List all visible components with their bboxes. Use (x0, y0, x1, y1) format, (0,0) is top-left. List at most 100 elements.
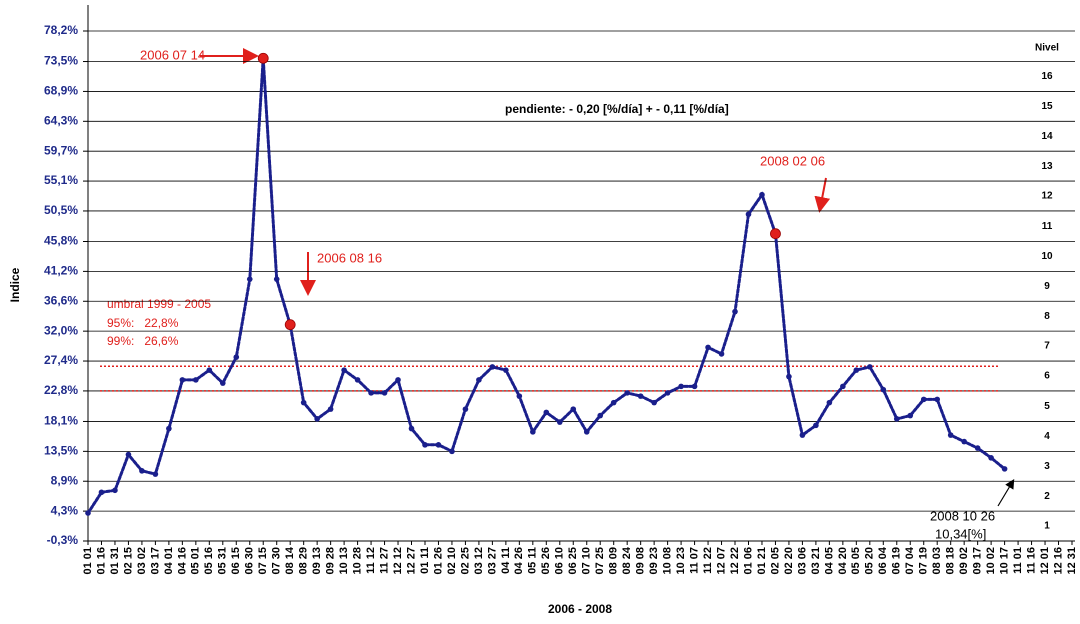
data-point (85, 510, 91, 516)
data-point (920, 396, 927, 403)
data-point (556, 419, 563, 425)
x-tick-label: 11 16 (1025, 547, 1037, 574)
arrow (814, 177, 831, 213)
reference-label: 95%: 22,8% (107, 316, 179, 330)
data-point (327, 406, 334, 412)
data-point (759, 191, 765, 198)
x-tick-label: 11 01 (1012, 547, 1024, 574)
x-tick-label: 07 15 (257, 547, 269, 575)
data-point (462, 406, 469, 412)
data-point (664, 390, 671, 396)
x-tick-label: 03 17 (149, 547, 161, 575)
level-label: 14 (1041, 131, 1053, 142)
x-tick-label: 05 26 (540, 547, 552, 575)
level-label: 2 (1044, 491, 1050, 502)
x-tick-label: 07 25 (594, 547, 606, 575)
x-tick-label: 01 01 (82, 547, 94, 575)
x-axis-title: 2006 - 2008 (548, 602, 612, 616)
data-point (543, 409, 550, 416)
x-tick-label: 05 16 (203, 547, 215, 575)
level-label: 12 (1041, 191, 1053, 202)
x-tick-label: 06 04 (877, 546, 889, 574)
arrow (997, 478, 1015, 507)
x-tick-label: 11 27 (378, 547, 390, 574)
x-tick-label: 07 04 (904, 546, 916, 574)
x-tick-label: 02 25 (459, 547, 471, 575)
y-tick-label: -0,3% (47, 533, 79, 547)
level-label: 13 (1041, 161, 1053, 172)
level-label: 10 (1041, 251, 1053, 262)
reference-label: 99%: 26,6% (107, 334, 179, 348)
y-axis-title: Indice (8, 267, 22, 302)
x-tick-label: 09 28 (325, 547, 337, 575)
data-point (246, 276, 253, 282)
y-tick-label: 8,9% (51, 473, 79, 487)
data-point (314, 416, 320, 422)
data-point (408, 425, 415, 432)
data-point (597, 412, 604, 419)
data-point (219, 380, 226, 386)
data-point (300, 399, 307, 406)
data-point (422, 442, 428, 448)
x-tick-label: 09 02 (958, 547, 970, 575)
x-tick-label: 10 17 (999, 547, 1011, 575)
x-tick-label: 03 27 (486, 547, 498, 575)
data-point (907, 412, 914, 419)
x-tick-label: 01 26 (432, 547, 444, 575)
x-tick-label: 06 25 (567, 547, 579, 575)
x-tick-label: 10 02 (985, 547, 997, 575)
data-point (786, 373, 792, 380)
data-point (125, 451, 132, 458)
annotation: 2008 10 26 (930, 508, 995, 523)
series-line (86, 58, 1007, 515)
x-tick-label: 04 20 (837, 547, 849, 575)
x-tick-label: 05 31 (217, 547, 229, 575)
data-point (139, 468, 145, 474)
y-tick-label: 45,8% (44, 234, 78, 248)
data-point (435, 442, 442, 448)
x-tick-label: 10 08 (662, 547, 674, 575)
x-tick-label: 05 11 (527, 547, 539, 574)
data-point (745, 211, 752, 218)
y-tick-label: 36,6% (44, 293, 78, 307)
data-point (893, 416, 900, 422)
y-tick-label: 27,4% (44, 353, 78, 367)
data-point (503, 367, 509, 373)
data-point (624, 390, 630, 396)
data-point (166, 425, 172, 432)
y-tick-label: 50,5% (44, 203, 78, 217)
highlight-point (257, 52, 269, 64)
data-point (732, 308, 738, 315)
annotation: 2006 07 14 (140, 47, 205, 62)
x-tick-label: 09 08 (635, 547, 647, 575)
x-tick-label: 12 22 (729, 547, 741, 575)
x-tick-label: 02 20 (783, 547, 795, 575)
data-point (867, 364, 873, 370)
x-tick-label: 06 15 (230, 547, 242, 575)
data-point (516, 393, 523, 399)
x-tick-label: 12 07 (715, 547, 727, 575)
x-tick-label: 04 16 (176, 547, 188, 575)
x-tick-label: 01 11 (419, 547, 431, 574)
data-point (718, 351, 725, 357)
x-tick-label: 01 16 (95, 547, 107, 575)
x-tick-label: 03 21 (810, 547, 822, 575)
x-tick-label: 04 26 (513, 547, 525, 575)
level-label: 6 (1044, 371, 1050, 382)
data-point (947, 432, 954, 438)
data-point (840, 383, 846, 390)
reference-title: umbral 1999 - 2005 (107, 297, 211, 311)
data-point (853, 367, 860, 373)
x-tick-label: 08 24 (621, 546, 633, 574)
x-tick-label: 08 09 (608, 547, 620, 575)
x-tick-label: 12 12 (392, 547, 404, 575)
x-tick-label: 07 19 (918, 547, 930, 575)
level-label: 8 (1044, 311, 1050, 322)
x-tick-label: 09 17 (972, 547, 984, 575)
y-tick-label: 73,5% (44, 54, 78, 68)
annotation: 2006 08 16 (317, 250, 382, 265)
level-label: 5 (1044, 401, 1050, 412)
x-tick-label: 08 03 (931, 547, 943, 575)
data-point (637, 393, 644, 399)
